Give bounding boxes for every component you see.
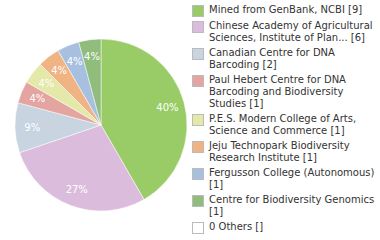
html-text:Mined from GenBank, NCBI [9]: Mined from GenBank, NCBI [9] [209, 4, 363, 15]
html-text:0 Others []: 0 Others [] [209, 221, 264, 232]
svg-text:9%: 9% [24, 122, 40, 133]
html-text:Fergusson College (Autonomous): Fergusson College (Autonomous) [1] [209, 167, 375, 190]
svg-text:4%: 4% [67, 56, 83, 67]
html-text:Chinese Academy of Agricultura: Chinese Academy of Agricultural Sciences… [209, 20, 373, 43]
svg-text:4%: 4% [84, 51, 100, 62]
svg-text:4%: 4% [29, 93, 45, 104]
svg-text:40%: 40% [156, 102, 178, 113]
html-text:Centre for Biodiversity Genomi: Centre for Biodiversity Genomics [1] [209, 194, 375, 217]
svg-text:4%: 4% [38, 78, 54, 89]
html-text:P.E.S. Modern College of Arts,: P.E.S. Modern College of Arts, Science a… [209, 113, 357, 136]
svg-text:4%: 4% [51, 65, 67, 76]
html-text:Paul Hebert Centre for DNA Bar: Paul Hebert Centre for DNA Barcoding and… [209, 74, 346, 109]
html-text:Jeju Technopark Biodiversity R: Jeju Technopark Biodiversity Research In… [209, 140, 350, 163]
html-text:Canadian Centre for DNA Barcod: Canadian Centre for DNA Barcoding [2] [209, 47, 335, 70]
svg-text:27%: 27% [66, 184, 88, 195]
